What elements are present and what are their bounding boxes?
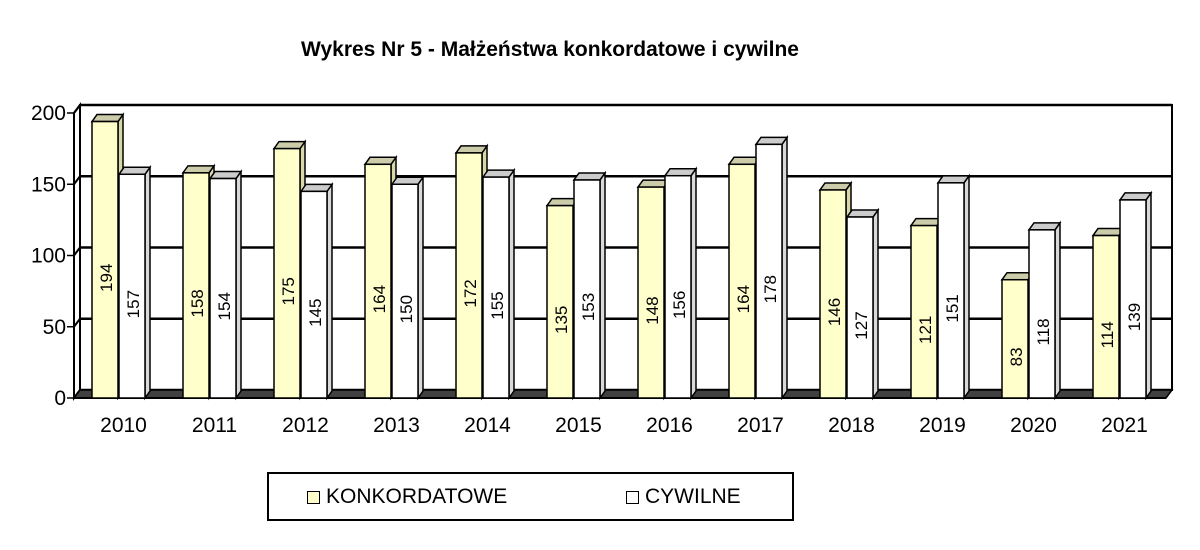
bar-top-cywilne — [390, 176, 425, 185]
legend-item-cywilne: CYWILNE — [626, 485, 741, 509]
bar-cywilne — [118, 173, 146, 399]
bar-top-konkordatowe — [454, 145, 489, 154]
x-tick-label: 2015 — [555, 414, 602, 437]
bar-cywilne — [1119, 199, 1147, 399]
x-tick-label: 2018 — [828, 414, 875, 437]
bar-top-cywilne — [1027, 222, 1062, 231]
legend-label-konkordatowe: KONKORDATOWE — [326, 485, 508, 508]
y-tick-label: 100 — [31, 245, 66, 268]
bar-top-cywilne — [754, 136, 789, 146]
bar-cywilne — [391, 183, 419, 399]
legend-swatch-cywilne — [626, 490, 639, 504]
x-tick-label: 2016 — [646, 414, 693, 437]
bar-top-konkordatowe — [181, 165, 216, 174]
bar-top-cywilne — [1118, 192, 1153, 201]
data-label: 154 — [215, 292, 234, 320]
bar-top-konkordatowe — [818, 182, 853, 191]
bar-cywilne — [482, 176, 510, 399]
x-tick-label: 2011 — [192, 414, 237, 437]
bar-top-cywilne — [663, 167, 698, 177]
bar-konkordatowe — [364, 163, 392, 399]
x-tick-label: 2019 — [919, 414, 966, 437]
bar-top-cywilne — [845, 209, 880, 218]
bar-konkordatowe — [1001, 278, 1029, 399]
data-label: 145 — [306, 299, 325, 327]
data-label: 153 — [579, 293, 598, 321]
data-label: 135 — [552, 306, 571, 334]
bar-cywilne — [755, 143, 783, 399]
bar-top-cywilne — [208, 170, 243, 180]
data-label: 157 — [124, 290, 143, 318]
data-label: 114 — [1098, 321, 1117, 348]
bar-top-cywilne — [936, 175, 971, 184]
bar-cywilne — [573, 179, 601, 399]
bar-konkordatowe — [273, 147, 301, 399]
bar-cywilne — [1028, 229, 1056, 399]
data-label: 178 — [761, 275, 780, 303]
bar-top-cywilne — [572, 172, 607, 181]
bar-konkordatowe — [455, 152, 483, 399]
x-tick-label: 2014 — [464, 414, 511, 437]
bar-cywilne — [664, 174, 692, 399]
bar-cywilne — [209, 177, 237, 399]
legend-label-cywilne: CYWILNE — [645, 485, 741, 508]
data-label: 155 — [488, 291, 507, 319]
x-tick-label: 2010 — [100, 414, 147, 437]
bar-cywilne — [846, 216, 874, 399]
data-label: 194 — [97, 264, 116, 292]
bar-konkordatowe — [1092, 234, 1120, 399]
data-label: 175 — [279, 277, 298, 305]
chart-title: Wykres Nr 5 - Małżeństwa konkordatowe i … — [301, 38, 799, 61]
bar-konkordatowe — [637, 186, 665, 399]
x-tick-label: 2020 — [1010, 414, 1057, 437]
data-label: 146 — [825, 298, 844, 326]
x-tick-label: 2017 — [737, 414, 784, 437]
gridline-side — [73, 104, 81, 114]
bar-top-konkordatowe — [363, 156, 398, 166]
data-label: 164 — [370, 285, 389, 313]
data-label: 83 — [1007, 347, 1026, 366]
data-label: 164 — [734, 285, 753, 313]
bar-chart: 0 50 100 150 200 194 157 2010 158 154 2011 175 145 20… — [31, 102, 1174, 437]
bar-top-konkordatowe — [272, 140, 307, 150]
y-tick-label: 50 — [43, 316, 66, 339]
bar-konkordatowe — [546, 204, 574, 399]
bar-konkordatowe — [182, 172, 210, 399]
x-tick-label: 2012 — [282, 414, 329, 437]
chart-legend: KONKORDATOWE CYWILNE — [267, 472, 794, 521]
y-tick-label: 150 — [31, 173, 66, 196]
data-label: 172 — [461, 279, 480, 307]
legend-item-konkordatowe: KONKORDATOWE — [307, 485, 507, 509]
bar-cywilne — [300, 190, 328, 399]
data-label: 151 — [943, 294, 962, 322]
bar-konkordatowe — [910, 224, 938, 399]
legend-swatch-konkordatowe — [307, 490, 320, 504]
x-tick-label: 2013 — [373, 414, 420, 437]
data-label: 118 — [1034, 318, 1053, 345]
bar-top-konkordatowe — [90, 113, 125, 123]
bar-top-cywilne — [117, 166, 152, 176]
data-label: 121 — [916, 316, 935, 344]
bar-top-cywilne — [481, 169, 516, 178]
bar-konkordatowe — [91, 120, 119, 399]
x-tick-label: 2021 — [1101, 414, 1148, 437]
bar-konkordatowe — [819, 189, 847, 399]
bar-top-cywilne — [299, 183, 334, 193]
bar-konkordatowe — [728, 163, 756, 399]
data-label: 139 — [1125, 303, 1144, 331]
data-label: 158 — [188, 289, 207, 317]
data-label: 150 — [397, 295, 416, 323]
data-label: 156 — [670, 291, 689, 319]
bar-cywilne — [937, 182, 965, 399]
data-label: 127 — [852, 311, 871, 339]
data-label: 148 — [643, 296, 662, 324]
y-tick-label: 200 — [31, 102, 66, 125]
y-tick-label: 0 — [54, 387, 66, 410]
